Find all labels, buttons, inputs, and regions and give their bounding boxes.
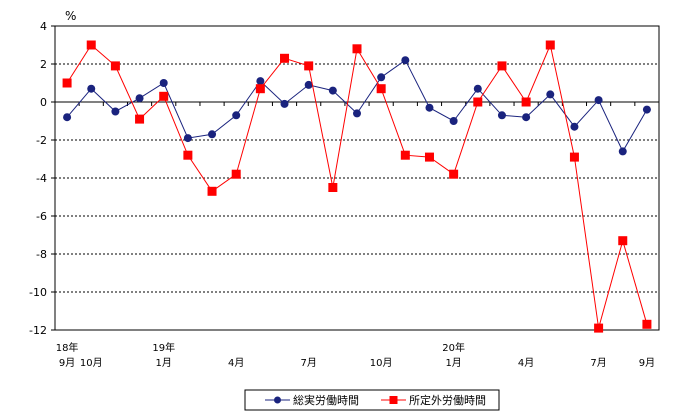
data-point-series-2 xyxy=(304,61,314,71)
x-tick-label: 1月 xyxy=(156,357,172,369)
data-point-series-1 xyxy=(304,80,313,89)
unit-label: % xyxy=(65,9,76,23)
legend-box xyxy=(244,389,500,411)
y-tick-labels: 4 2 0 -2 -4 -6 -8 -10 -12 xyxy=(29,20,47,337)
legend: 総実労働時間 所定外労働時間 xyxy=(244,389,500,411)
x-tick-label: 18年 xyxy=(56,341,79,354)
y-tick-label: 2 xyxy=(40,58,47,71)
data-point-series-2 xyxy=(424,152,434,162)
data-point-series-2 xyxy=(497,61,507,71)
x-tick-label: 4月 xyxy=(228,357,244,369)
data-point-series-1 xyxy=(87,84,96,93)
data-point-series-1 xyxy=(546,90,555,99)
data-point-series-1 xyxy=(135,94,144,103)
data-point-series-1 xyxy=(111,107,120,116)
x-tick-label: 1月 xyxy=(445,357,461,369)
x-tick-label: 7月 xyxy=(300,357,316,369)
data-point-series-2 xyxy=(135,114,145,124)
data-point-series-1 xyxy=(232,111,241,120)
data-point-series-1 xyxy=(425,103,434,112)
x-tick-label: 9月 xyxy=(59,357,75,369)
data-point-series-1 xyxy=(522,113,531,122)
data-point-series-1 xyxy=(618,147,627,156)
y-tick-label: -10 xyxy=(29,286,47,299)
legend-label-series-2: 所定外労働時間 xyxy=(409,393,486,407)
x-tick-label: 10月 xyxy=(80,357,103,369)
x-tick-label: 20年 xyxy=(442,341,465,354)
data-point-series-2 xyxy=(255,84,265,94)
data-point-series-1 xyxy=(328,86,337,95)
series-group xyxy=(62,40,652,333)
data-point-series-1 xyxy=(473,84,482,93)
data-point-series-1 xyxy=(159,79,168,87)
legend-marker-series-2 xyxy=(389,396,398,404)
data-point-series-2 xyxy=(328,183,338,192)
data-point-series-1 xyxy=(208,130,217,139)
data-point-series-2 xyxy=(400,150,410,160)
y-tick-label: -4 xyxy=(36,172,47,185)
data-point-series-1 xyxy=(280,99,289,108)
y-tick-label: -2 xyxy=(36,134,47,147)
x-tick-label: 4月 xyxy=(518,357,534,369)
data-point-series-1 xyxy=(377,73,386,82)
data-point-series-2 xyxy=(569,152,579,162)
data-point-series-1 xyxy=(570,122,579,131)
y-tick-label: -6 xyxy=(36,210,47,223)
data-point-series-1 xyxy=(449,117,458,125)
y-tick-label: -8 xyxy=(36,248,47,261)
legend-marker-series-1 xyxy=(274,396,281,404)
data-point-series-2 xyxy=(618,236,628,246)
data-point-series-2 xyxy=(110,61,120,71)
data-point-series-2 xyxy=(352,44,362,54)
data-point-series-1 xyxy=(594,96,603,105)
data-point-series-2 xyxy=(159,91,169,101)
x-tick-labels: 18年 9月 10月 19年 1月 4月 7月 10月 20年 1月 4月 7月 9月 xyxy=(56,341,655,369)
data-point-series-1 xyxy=(183,134,192,143)
data-point-series-2 xyxy=(207,186,217,196)
data-point-series-2 xyxy=(449,169,459,179)
data-point-series-1 xyxy=(63,113,72,122)
y-tick-label: 4 xyxy=(40,20,47,33)
data-point-series-1 xyxy=(353,109,361,118)
data-point-series-2 xyxy=(183,150,193,160)
data-point-series-2 xyxy=(473,97,483,107)
data-point-series-2 xyxy=(62,78,72,88)
gridlines xyxy=(51,25,659,331)
data-point-series-2 xyxy=(594,323,604,333)
data-point-series-1 xyxy=(497,111,506,120)
data-point-series-2 xyxy=(642,319,652,329)
data-point-series-1 xyxy=(256,77,265,86)
data-point-series-2 xyxy=(280,53,290,63)
y-tick-label: 0 xyxy=(40,96,47,109)
data-point-series-2 xyxy=(86,40,96,50)
x-tick-label: 9月 xyxy=(639,357,655,369)
data-point-series-2 xyxy=(231,169,241,179)
data-point-series-2 xyxy=(545,40,555,50)
legend-label-series-1: 総実労働時間 xyxy=(293,393,359,407)
series-line-2 xyxy=(66,43,648,329)
data-point-series-2 xyxy=(521,97,531,107)
x-tick-label: 10月 xyxy=(370,357,393,369)
x-tick-label: 7月 xyxy=(590,357,606,369)
x-tick-label: 19年 xyxy=(152,341,175,354)
zero-axis xyxy=(54,101,660,106)
data-point-series-1 xyxy=(401,56,410,65)
y-tick-label: -12 xyxy=(29,324,47,337)
data-point-series-1 xyxy=(642,105,651,114)
data-point-series-2 xyxy=(376,84,386,94)
